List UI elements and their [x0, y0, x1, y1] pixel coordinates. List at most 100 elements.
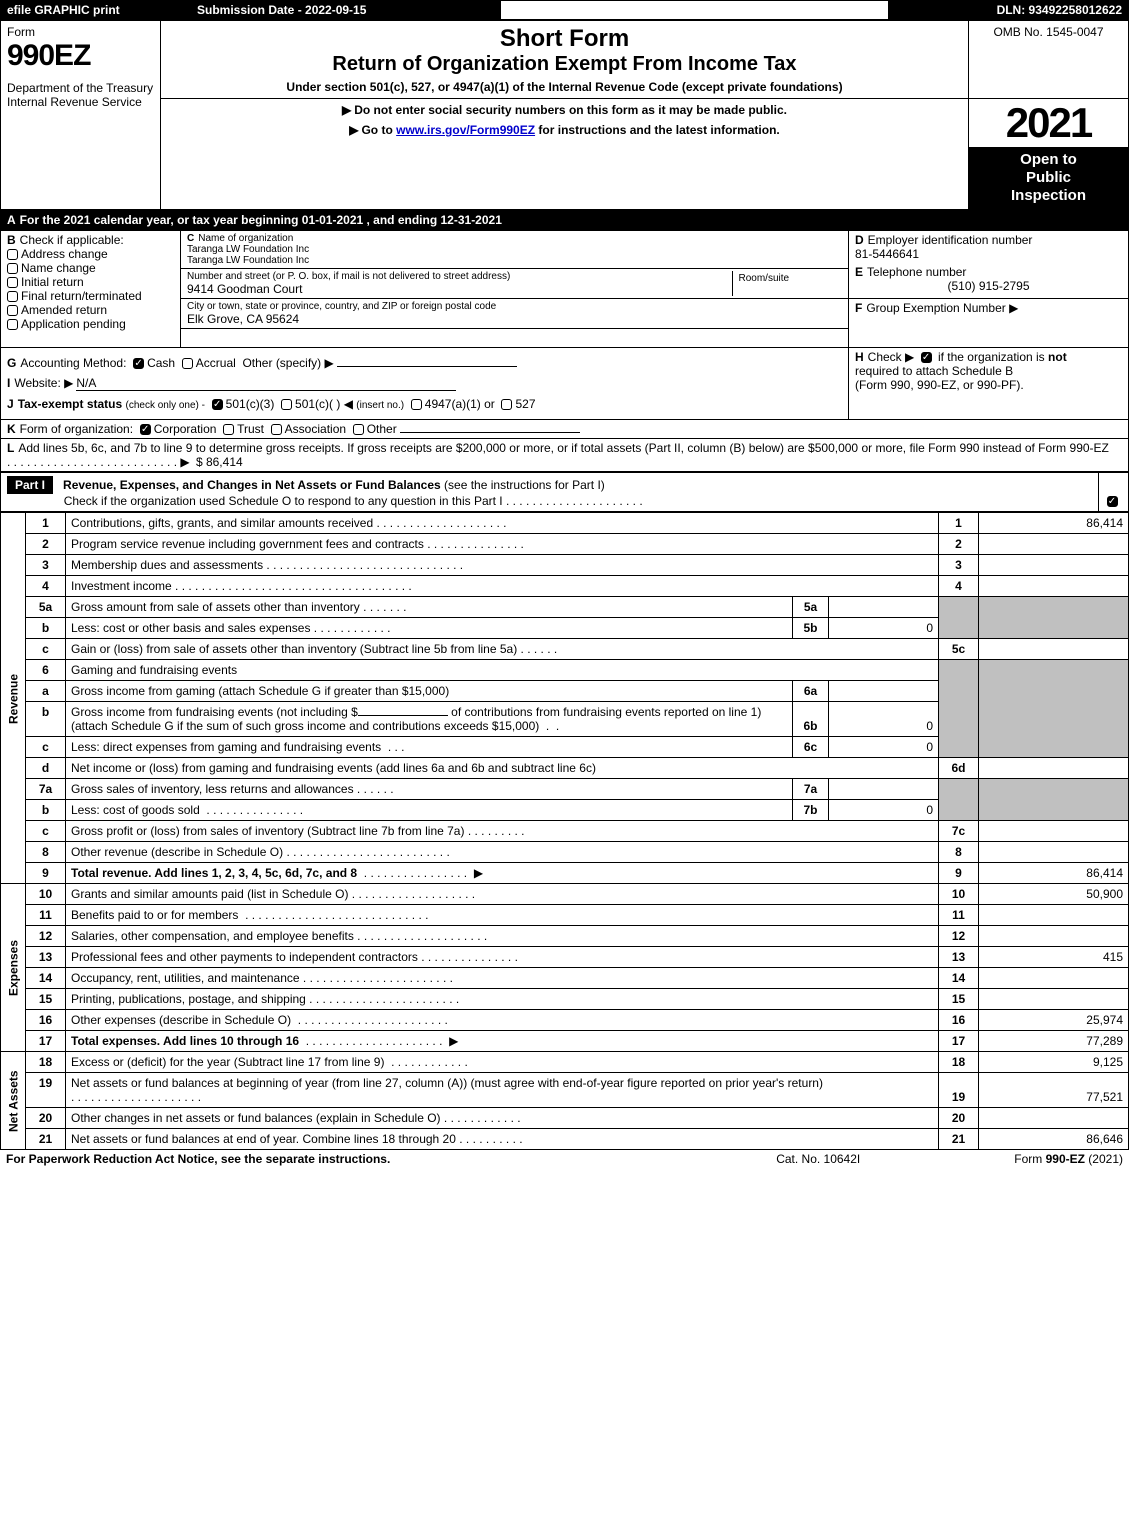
line-no: 19 [26, 1073, 66, 1108]
k-trust: Trust [237, 422, 264, 436]
line-no: 5a [26, 597, 66, 618]
line-no: b [26, 618, 66, 639]
line-no: 8 [26, 842, 66, 863]
h-line3: (Form 990, 990-EZ, or 990-PF). [855, 378, 1122, 392]
line-6c-subref: 6c [793, 737, 829, 758]
line-21-ref: 21 [939, 1129, 979, 1150]
line-10-amt: 50,900 [979, 884, 1129, 905]
pra-notice: For Paperwork Reduction Act Notice, see … [6, 1152, 390, 1166]
arrow-icon [1009, 301, 1021, 315]
f-label: Group Exemption Number [866, 301, 1005, 315]
letter-a: A [7, 213, 16, 227]
b-name: Name change [21, 261, 96, 275]
line-no: 20 [26, 1108, 66, 1129]
line-14-amt [979, 968, 1129, 989]
g-accrual: Accrual [196, 356, 236, 370]
ghijkl-block: GAccounting Method: Cash Accrual Other (… [0, 348, 1129, 472]
line-8-ref: 8 [939, 842, 979, 863]
line-16-desc: Other expenses (describe in Schedule O) [71, 1013, 291, 1027]
line-3-ref: 3 [939, 555, 979, 576]
line-17-amt: 77,289 [979, 1031, 1129, 1052]
line-no: 15 [26, 989, 66, 1010]
line-1-desc: Contributions, gifts, grants, and simila… [71, 516, 373, 530]
ein: 81-5446641 [855, 247, 1122, 261]
line-no: 18 [26, 1052, 66, 1073]
form-header: Form 990EZ Department of the Treasury In… [0, 20, 1129, 210]
line-12-amt [979, 926, 1129, 947]
street-label: Number and street (or P. O. box, if mail… [187, 271, 732, 282]
checkbox-name-change[interactable] [7, 263, 18, 274]
footer: For Paperwork Reduction Act Notice, see … [0, 1150, 1129, 1168]
line-7a-subref: 7a [793, 779, 829, 800]
irs-link[interactable]: www.irs.gov/Form990EZ [396, 123, 535, 137]
efile-label: efile GRAPHIC print [1, 1, 191, 20]
checkbox-trust[interactable] [223, 424, 234, 435]
part-1-hint: (see the instructions for Part I) [444, 478, 605, 492]
l-amount: $ 86,414 [196, 455, 243, 469]
checkbox-501c[interactable] [281, 399, 292, 410]
checkbox-corp[interactable] [140, 424, 151, 435]
line-6-desc: Gaming and fundraising events [71, 663, 237, 677]
dept: Department of the Treasury [7, 81, 154, 95]
checkbox-other[interactable] [353, 424, 364, 435]
org-info: BCheck if applicable: Address change Nam… [0, 230, 1129, 348]
line-5a-subref: 5a [793, 597, 829, 618]
line-12-desc: Salaries, other compensation, and employ… [71, 929, 354, 943]
part-1-check: Check if the organization used Schedule … [64, 494, 503, 508]
line-9-amt: 86,414 [979, 863, 1129, 884]
checkbox-cash[interactable] [133, 358, 144, 369]
line-3-desc: Membership dues and assessments [71, 558, 263, 572]
checkbox-amended[interactable] [7, 305, 18, 316]
line-7c-desc: Gross profit or (loss) from sales of inv… [71, 824, 464, 838]
checkbox-final[interactable] [7, 291, 18, 302]
checkbox-assoc[interactable] [271, 424, 282, 435]
checkbox-part1-schedo[interactable] [1107, 496, 1118, 507]
line-11-desc: Benefits paid to or for members [71, 908, 238, 922]
k-corp: Corporation [154, 422, 217, 436]
line-5b-desc: Less: cost or other basis and sales expe… [71, 621, 310, 635]
line-5c-desc: Gain or (loss) from sale of assets other… [71, 642, 517, 656]
e-label: Telephone number [867, 265, 966, 279]
line-7c-ref: 7c [939, 821, 979, 842]
b-final: Final return/terminated [21, 289, 142, 303]
arrow-icon [342, 103, 354, 117]
checkbox-initial[interactable] [7, 277, 18, 288]
checkbox-address-change[interactable] [7, 249, 18, 260]
checkbox-h[interactable] [921, 352, 932, 363]
line-6b-subref: 6b [793, 702, 829, 737]
l-text: Add lines 5b, 6c, and 7b to line 9 to de… [18, 441, 1109, 455]
checkbox-accrual[interactable] [182, 358, 193, 369]
line-17-desc: Total expenses. Add lines 10 through 16 [71, 1034, 299, 1048]
submission-date: Submission Date - 2022-09-15 [191, 1, 501, 20]
line-14-ref: 14 [939, 968, 979, 989]
checkbox-app-pending[interactable] [7, 319, 18, 330]
line-5a-subamt [829, 597, 939, 618]
line-13-amt: 415 [979, 947, 1129, 968]
line-7a-desc: Gross sales of inventory, less returns a… [71, 782, 354, 796]
part-1-header: Part I Revenue, Expenses, and Changes in… [0, 472, 1129, 512]
line-2-amt [979, 534, 1129, 555]
title-short-form: Short Form [167, 25, 962, 53]
open-to-public: Open to Public Inspection [969, 147, 1128, 209]
arrow-icon [349, 123, 361, 137]
line-6d-amt [979, 758, 1129, 779]
line-no: 10 [26, 884, 66, 905]
j-label: Tax-exempt status [18, 397, 122, 411]
h-post: if the organization is [938, 350, 1045, 364]
line-9-ref: 9 [939, 863, 979, 884]
checkbox-527[interactable] [501, 399, 512, 410]
checkbox-4947[interactable] [411, 399, 422, 410]
c-label: Name of organization [198, 233, 293, 244]
line-19-desc: Net assets or fund balances at beginning… [71, 1076, 823, 1090]
line-1-ref: 1 [939, 513, 979, 534]
org-name-2: Taranga LW Foundation Inc [187, 255, 842, 266]
b-addr: Address change [21, 247, 108, 261]
line-no: d [26, 758, 66, 779]
line-4-ref: 4 [939, 576, 979, 597]
line-20-amt [979, 1108, 1129, 1129]
subtitle: Under section 501(c), 527, or 4947(a)(1)… [167, 80, 962, 94]
line-19-amt: 77,521 [979, 1073, 1129, 1108]
h-line2: required to attach Schedule B [855, 364, 1122, 378]
part-1-title: Revenue, Expenses, and Changes in Net As… [63, 478, 441, 492]
checkbox-501c3[interactable] [212, 399, 223, 410]
